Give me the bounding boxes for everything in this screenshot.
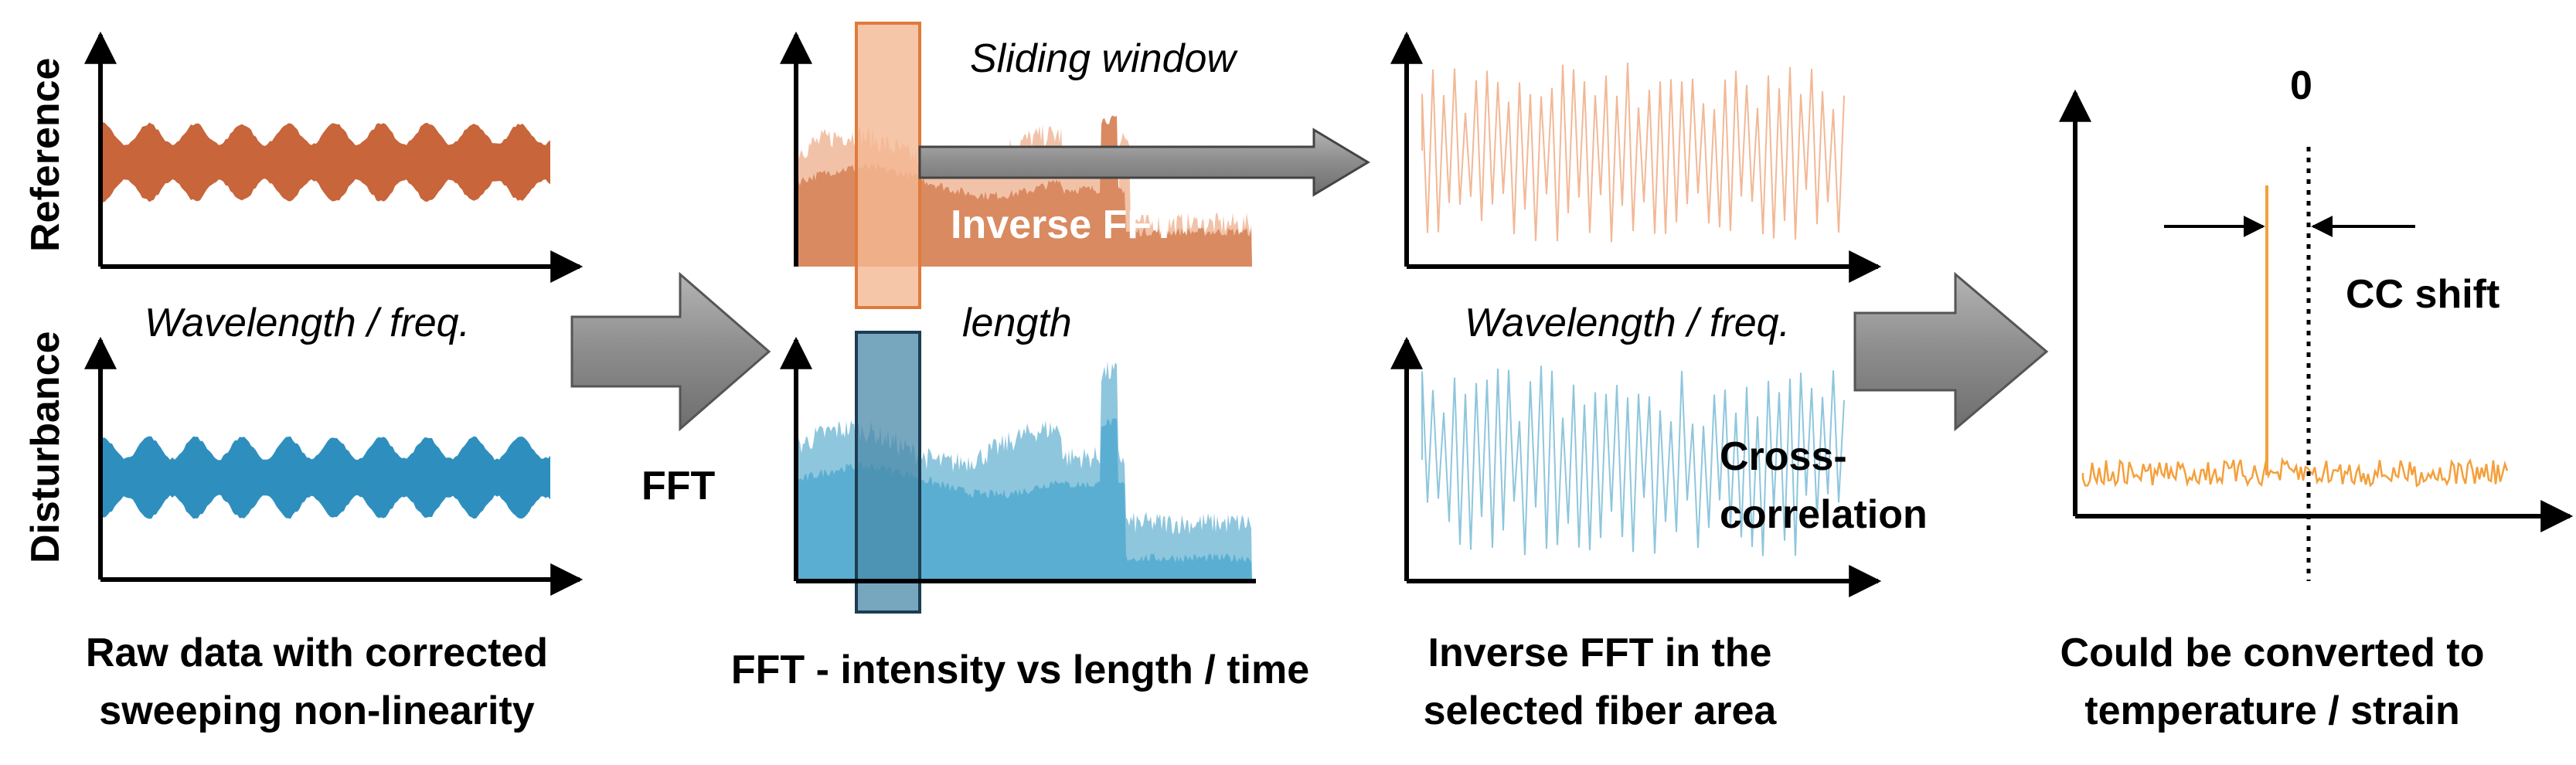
panel-raw-data bbox=[84, 31, 584, 596]
sliding-window-disturbance bbox=[855, 331, 921, 614]
disturbance-inverse-fft-trace bbox=[1421, 366, 1845, 556]
panel-inverse-fft bbox=[1390, 31, 1882, 597]
caption-fft-line1: FFT - intensity vs length / time bbox=[730, 648, 1310, 692]
caption-raw-data-line2: sweeping non-linearity bbox=[99, 688, 535, 734]
reference-axis-label: Reference bbox=[23, 57, 68, 252]
zero-label: 0 bbox=[2290, 63, 2312, 108]
reference-raw-signal bbox=[103, 122, 550, 202]
panel-fft bbox=[780, 22, 1256, 614]
inverse-fft-overlay-label: Inverse FFT bbox=[951, 202, 1176, 247]
cross-correlation-arrow bbox=[1853, 271, 2049, 432]
caption-convert-line2: temperature / strain bbox=[2084, 688, 2460, 734]
wavelength-freq-label-2: Wavelength / freq. bbox=[1465, 301, 1791, 345]
sliding-window-label: Sliding window bbox=[970, 36, 1236, 81]
wavelength-freq-label-1: Wavelength / freq. bbox=[145, 301, 471, 345]
caption-inverse-fft: Inverse FFT in the selected fiber area bbox=[1360, 624, 1839, 741]
caption-raw-data-line1: Raw data with corrected bbox=[85, 631, 549, 675]
inverse-disturbance-axes bbox=[1390, 336, 1882, 597]
fft-arrow bbox=[570, 271, 771, 432]
disturbance-axes bbox=[84, 336, 584, 596]
cross-correlation-label-1: Cross- bbox=[1720, 434, 1847, 479]
caption-inverse-fft-line2: selected fiber area bbox=[1423, 688, 1777, 734]
cross-correlation-trace bbox=[2081, 457, 2509, 488]
fft-arrow-label: FFT bbox=[641, 464, 716, 508]
reference-inverse-fft-trace bbox=[1421, 63, 1845, 243]
caption-convert: Could be converted to temperature / stra… bbox=[2002, 624, 2543, 741]
cc-shift-label: CC shift bbox=[2346, 272, 2500, 317]
length-label: length bbox=[962, 301, 1072, 345]
caption-raw-data: Raw data with corrected sweeping non-lin… bbox=[23, 624, 611, 741]
panel-cross-correlation bbox=[2059, 89, 2574, 581]
fft-disturbance-axes bbox=[780, 336, 1256, 583]
cross-correlation-label-2: correlation bbox=[1720, 492, 1928, 537]
inverse-reference-axes bbox=[1390, 31, 1882, 283]
caption-convert-line1: Could be converted to bbox=[2060, 631, 2485, 675]
cc-axes bbox=[2059, 89, 2574, 532]
caption-inverse-fft-line1: Inverse FFT in the bbox=[1428, 631, 1772, 675]
inverse-fft-arrow bbox=[918, 128, 1370, 197]
caption-fft: FFT - intensity vs length / time bbox=[696, 641, 1345, 699]
reference-axes bbox=[84, 31, 584, 283]
disturbance-raw-signal bbox=[103, 436, 550, 519]
sliding-window-reference bbox=[855, 22, 921, 309]
disturbance-axis-label: Disturbance bbox=[23, 331, 68, 563]
